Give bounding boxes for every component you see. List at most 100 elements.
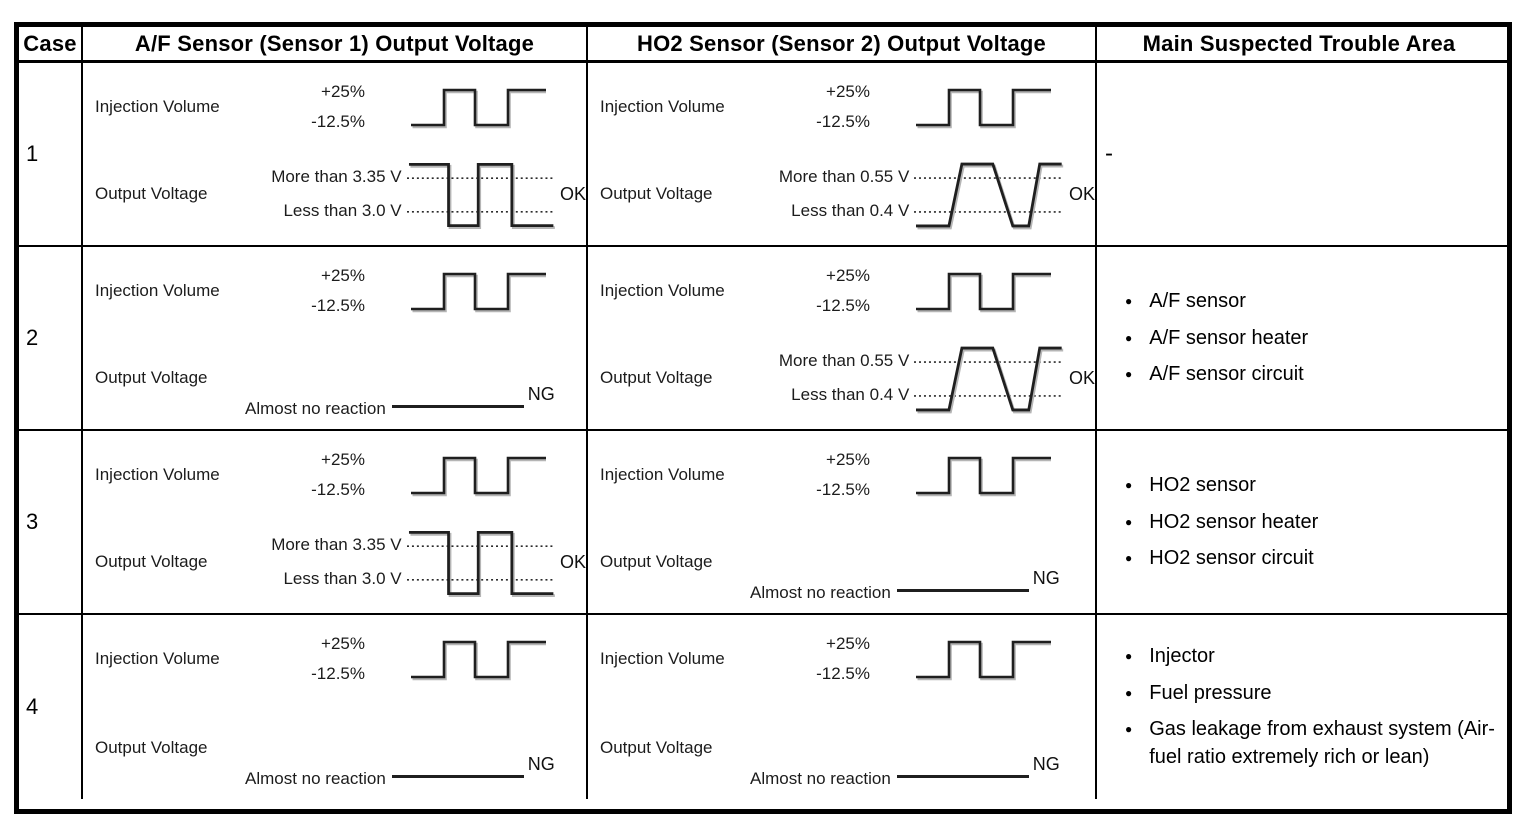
- trouble-item-text: Gas leakage from exhaust system (Air-fue…: [1149, 718, 1495, 769]
- injection-square-wave-icon: [411, 456, 546, 497]
- ho2-sensor-cell-case-3: Injection Volume +25% -12.5% Output Volt…: [588, 431, 1097, 613]
- header-af-sensor: A/F Sensor (Sensor 1) Output Voltage: [83, 27, 588, 60]
- af-sensor-cell-case-1: Injection Volume +25% -12.5% Output Volt…: [83, 63, 588, 245]
- list-item: ● Injector: [1125, 642, 1497, 670]
- injection-scale-labels: +25% -12.5%: [750, 82, 870, 132]
- injection-low-label: -12.5%: [816, 296, 870, 315]
- injection-volume-row: Injection Volume +25% -12.5%: [95, 261, 586, 321]
- result-label: OK: [559, 551, 586, 572]
- injection-scale-labels: +25% -12.5%: [750, 266, 870, 316]
- bullet-icon: ●: [1125, 685, 1133, 700]
- threshold-low-label: Less than 3.0 V: [283, 569, 402, 588]
- bullet-icon: ●: [1125, 330, 1133, 345]
- output-voltage-label: Output Voltage: [600, 738, 713, 757]
- result-label: NG: [1032, 568, 1060, 588]
- flat-line-icon: [391, 775, 524, 778]
- injection-volume-label: Injection Volume: [600, 465, 725, 484]
- threshold-labels: More than 0.55 V Less than 0.4 V: [750, 351, 910, 405]
- case-number-cell: 2: [19, 247, 83, 429]
- list-item: ● HO2 sensor: [1125, 471, 1497, 499]
- threshold-high-label: More than 0.55 V: [778, 351, 910, 370]
- injection-volume-row: Injection Volume +25% -12.5%: [95, 445, 586, 505]
- output-voltage-row: Output Voltage More than 3.35 V Less tha…: [95, 521, 586, 603]
- injection-volume-label: Injection Volume: [95, 281, 220, 300]
- output-voltage-label: Output Voltage: [600, 368, 713, 387]
- injection-square-wave-icon: [916, 640, 1051, 681]
- injection-volume-row: Injection Volume +25% -12.5%: [600, 261, 1095, 321]
- output-voltage-row: Output Voltage Almost no reaction NG: [95, 734, 586, 789]
- injection-low-label: -12.5%: [816, 112, 870, 131]
- header-case: Case: [19, 27, 83, 60]
- trouble-list: ● HO2 sensor ● HO2 sensor heater ● HO2 s…: [1097, 431, 1501, 613]
- injection-scale-labels: +25% -12.5%: [245, 450, 365, 500]
- no-reaction-block: Almost no reaction NG: [245, 754, 555, 789]
- injection-volume-row: Injection Volume +25% -12.5%: [600, 629, 1095, 689]
- almost-no-reaction-label: Almost no reaction: [750, 768, 891, 788]
- no-reaction-block: Almost no reaction NG: [750, 568, 1060, 603]
- result-label: OK: [1068, 183, 1095, 204]
- output-voltage-row: Output Voltage Almost no reaction NG: [600, 548, 1095, 603]
- injection-low-label: -12.5%: [311, 296, 365, 315]
- threshold-low-label: Less than 3.0 V: [283, 201, 402, 220]
- ho2-sensor-cell-case-1: Injection Volume +25% -12.5% Output Volt…: [588, 63, 1097, 245]
- list-item: ● A/F sensor heater: [1125, 324, 1497, 352]
- output-voltage-label: Output Voltage: [95, 738, 208, 757]
- af-sensor-cell-case-4: Injection Volume +25% -12.5% Output Volt…: [83, 615, 588, 799]
- output-voltage-row: Output Voltage More than 0.55 V Less tha…: [600, 153, 1095, 235]
- bullet-icon: ●: [1125, 478, 1133, 493]
- trouble-item-text: HO2 sensor circuit: [1149, 547, 1314, 570]
- injection-scale-labels: +25% -12.5%: [245, 634, 365, 684]
- list-item: ● HO2 sensor heater: [1125, 508, 1497, 536]
- almost-no-reaction-label: Almost no reaction: [245, 398, 386, 418]
- injection-volume-label: Injection Volume: [95, 649, 220, 668]
- injection-square-wave-icon: [411, 640, 546, 681]
- injection-square-wave-icon: [916, 272, 1051, 313]
- list-item: ● Gas leakage from exhaust system (Air-f…: [1125, 715, 1497, 772]
- injection-square-wave-icon: [916, 88, 1051, 129]
- threshold-high-label: More than 3.35 V: [271, 167, 402, 186]
- trouble-area-cell-case-3: ● HO2 sensor ● HO2 sensor heater ● HO2 s…: [1097, 431, 1501, 613]
- injection-high-label: +25%: [826, 266, 870, 285]
- bullet-icon: ●: [1125, 514, 1133, 529]
- ho2-output-waveform-icon: [914, 346, 1064, 414]
- trouble-item-text: A/F sensor heater: [1149, 326, 1309, 349]
- injection-square-wave-icon: [916, 456, 1051, 497]
- threshold-high-label: More than 0.55 V: [778, 167, 910, 186]
- injection-square-wave-icon: [411, 88, 546, 129]
- ho2-output-waveform-icon: [914, 162, 1064, 230]
- injection-volume-label: Injection Volume: [600, 97, 725, 116]
- result-label: OK: [1068, 367, 1095, 388]
- flat-line-icon: [896, 589, 1029, 592]
- result-label: OK: [559, 183, 586, 204]
- output-voltage-label: Output Voltage: [95, 368, 208, 387]
- trouble-item-text: Injector: [1149, 645, 1215, 668]
- trouble-area-cell-case-4: ● Injector ● Fuel pressure ● Gas leakage…: [1097, 615, 1501, 799]
- no-reaction-block: Almost no reaction NG: [750, 754, 1060, 789]
- injection-scale-labels: +25% -12.5%: [245, 82, 365, 132]
- no-reaction-block: Almost no reaction NG: [245, 384, 555, 419]
- threshold-labels: More than 3.35 V Less than 3.0 V: [243, 167, 401, 221]
- table-row-case-3: 3 Injection Volume +25% -12.5% Output Vo…: [19, 431, 1507, 615]
- case-number: 2: [26, 325, 39, 350]
- trouble-item-text: HO2 sensor: [1149, 474, 1256, 497]
- trouble-area-cell-case-2: ● A/F sensor ● A/F sensor heater ● A/F s…: [1097, 247, 1501, 429]
- ho2-sensor-cell-case-4: Injection Volume +25% -12.5% Output Volt…: [588, 615, 1097, 799]
- header-trouble-area: Main Suspected Trouble Area: [1142, 30, 1456, 56]
- injection-volume-label: Injection Volume: [600, 281, 725, 300]
- injection-high-label: +25%: [826, 634, 870, 653]
- injection-volume-row: Injection Volume +25% -12.5%: [95, 629, 586, 689]
- output-voltage-label: Output Voltage: [95, 552, 208, 571]
- flat-line-icon: [896, 775, 1029, 778]
- injection-low-label: -12.5%: [311, 480, 365, 499]
- table-row-case-1: 1 Injection Volume +25% -12.5% Output Vo…: [19, 63, 1507, 247]
- output-voltage-row: Output Voltage More than 0.55 V Less tha…: [600, 337, 1095, 419]
- trouble-item-text: HO2 sensor heater: [1149, 510, 1319, 533]
- case-number-cell: 1: [19, 63, 83, 245]
- almost-no-reaction-label: Almost no reaction: [245, 768, 386, 788]
- af-sensor-cell-case-3: Injection Volume +25% -12.5% Output Volt…: [83, 431, 588, 613]
- injection-volume-label: Injection Volume: [95, 97, 220, 116]
- injection-volume-row: Injection Volume +25% -12.5%: [600, 77, 1095, 137]
- threshold-labels: More than 3.35 V Less than 3.0 V: [243, 535, 401, 589]
- injection-scale-labels: +25% -12.5%: [750, 634, 870, 684]
- injection-high-label: +25%: [321, 634, 365, 653]
